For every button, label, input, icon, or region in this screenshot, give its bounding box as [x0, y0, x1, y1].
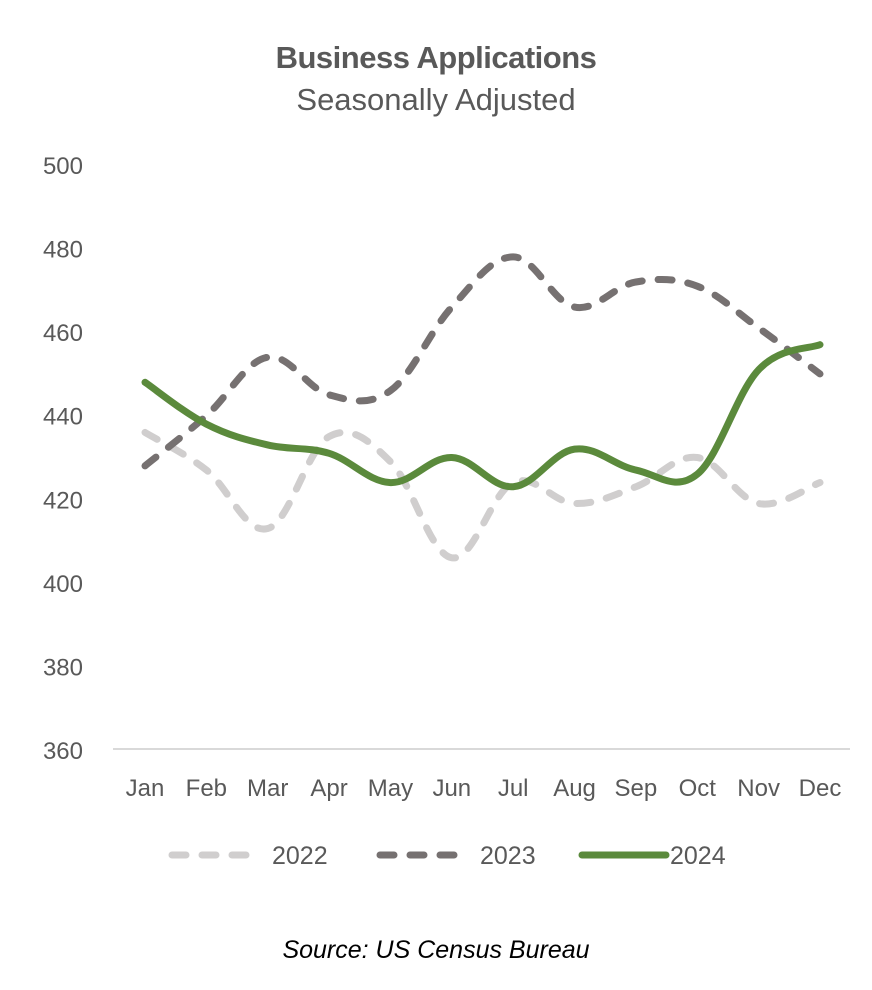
x-tick-label: Feb [186, 775, 227, 802]
y-tick-label: 400 [43, 571, 83, 598]
x-tick-label: Apr [310, 775, 347, 802]
x-tick-label: Aug [553, 775, 596, 802]
x-tick-label: Jun [432, 775, 471, 802]
series-line-2024 [141, 341, 824, 491]
legend-label-2024: 2024 [670, 842, 726, 870]
series-line-2022 [141, 428, 824, 562]
y-tick-label: 380 [43, 654, 83, 681]
legend: 2022 2023 2024 [168, 842, 726, 870]
series-line-2023 [141, 253, 824, 470]
y-tick-label: 500 [43, 153, 83, 180]
legend-label-2023: 2023 [480, 842, 536, 870]
y-tick-label: 460 [43, 320, 83, 347]
series-lines [141, 253, 824, 562]
x-axis: Jan Feb Mar Apr May Jun Jul Aug Sep Oct Nov Dec [126, 775, 842, 802]
source-note: Source: US Census Bureau [282, 936, 590, 964]
x-tick-label: Mar [247, 775, 288, 802]
y-tick-label: 480 [43, 237, 83, 264]
x-tick-label: Dec [799, 775, 842, 802]
y-tick-label: 420 [43, 487, 83, 514]
y-tick-label: 440 [43, 404, 83, 431]
x-tick-label: Oct [679, 775, 717, 802]
chart-subtitle: Seasonally Adjusted [296, 82, 576, 117]
x-tick-label: Jul [498, 775, 529, 802]
x-tick-label: Nov [737, 775, 780, 802]
x-tick-label: Jan [126, 775, 165, 802]
y-axis: 360 380 400 420 440 460 480 500 [43, 153, 83, 765]
legend-label-2022: 2022 [272, 842, 328, 870]
chart-title: Business Applications [275, 40, 597, 75]
y-tick-label: 360 [43, 738, 83, 765]
x-tick-label: Sep [615, 775, 658, 802]
x-tick-label: May [368, 775, 413, 802]
